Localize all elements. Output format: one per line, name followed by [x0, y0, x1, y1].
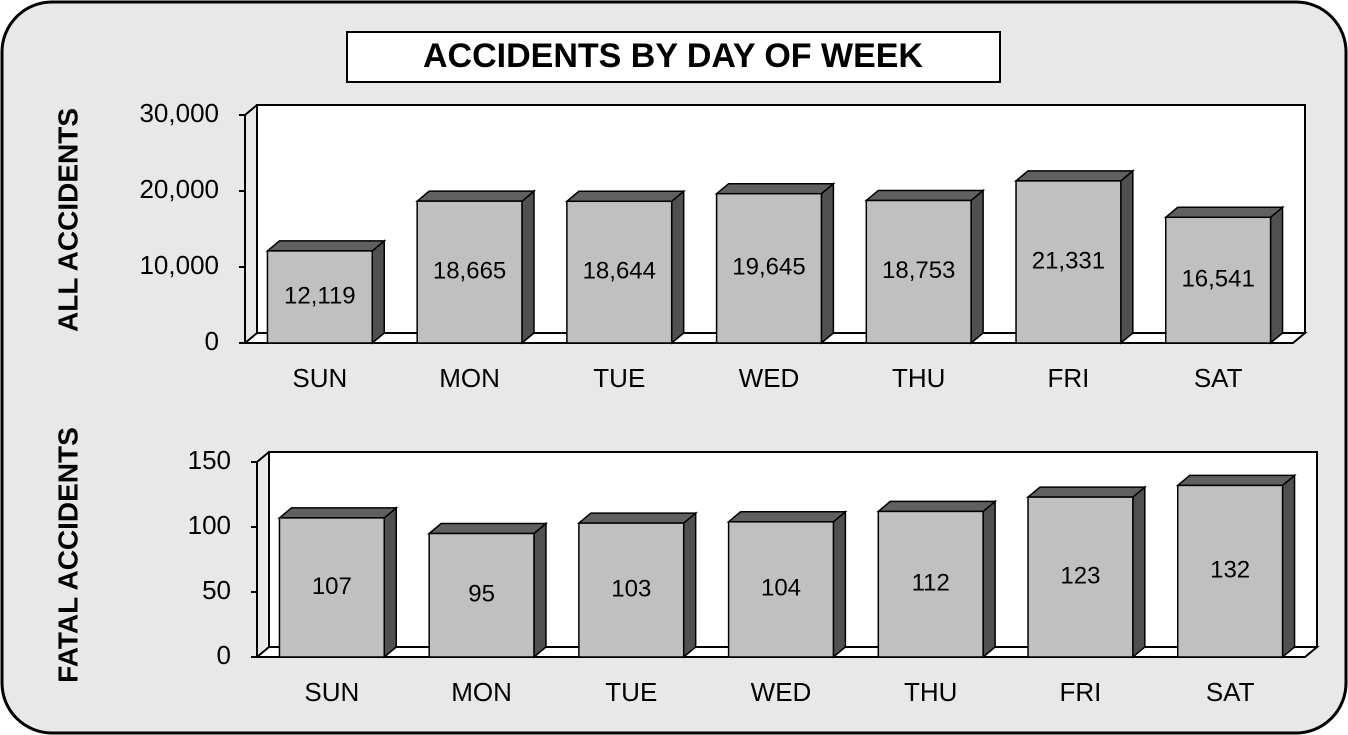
bar-side: [383, 506, 398, 659]
bar: [727, 521, 835, 658]
bar: [715, 192, 823, 344]
bar-top: [714, 182, 836, 195]
y-tick-label: 20,000: [139, 174, 219, 204]
y-tick-label: 50: [202, 575, 231, 605]
chart-title: ACCIDENTS BY DAY OF WEEK: [423, 37, 923, 75]
bar-top: [265, 240, 387, 252]
bar-side: [521, 189, 535, 345]
bar: [416, 200, 523, 344]
y-tick-label: 0: [205, 326, 219, 356]
x-tick-label: SUN: [304, 677, 359, 707]
value-label: 123: [1060, 562, 1100, 589]
y-tick-label: 10,000: [139, 250, 219, 280]
x-tick-label: MON: [451, 677, 512, 707]
bar: [1164, 216, 1272, 344]
value-label: 18,665: [433, 257, 506, 284]
y-tick-label: 150: [188, 445, 231, 475]
bar-top: [427, 522, 549, 535]
x-tick-label: SAT: [1194, 363, 1243, 393]
value-label: 132: [1210, 557, 1250, 584]
value-label: 12,119: [284, 282, 356, 309]
bar-side: [1281, 473, 1296, 659]
value-label: 21,331: [1032, 247, 1105, 274]
value-label: 18,753: [882, 257, 955, 284]
bar-top: [564, 190, 686, 203]
x-tick-label: SAT: [1206, 677, 1255, 707]
bar: [1176, 484, 1284, 658]
y-tick-label: 0: [217, 640, 231, 670]
x-tick-label: SUN: [292, 363, 347, 393]
bar-top: [1025, 486, 1147, 498]
bar-top: [415, 190, 537, 202]
bar-top: [864, 189, 986, 202]
x-tick-label: FRI: [1059, 677, 1101, 707]
value-label: 112: [912, 570, 950, 597]
bar-side: [682, 511, 697, 659]
y-axis-label: FATAL ACCIDENTS: [52, 427, 83, 683]
bar-side: [982, 499, 996, 659]
bar: [278, 517, 386, 658]
value-label: 107: [312, 573, 352, 600]
x-tick-label: FRI: [1047, 363, 1089, 393]
value-label: 104: [761, 575, 801, 602]
y-axis-depth: [244, 104, 258, 116]
bar: [266, 250, 374, 344]
x-tick-label: MON: [439, 363, 500, 393]
y-axis-depth: [256, 451, 270, 463]
bar-side: [1120, 169, 1134, 345]
bar-side: [1269, 205, 1284, 345]
bar-top: [1175, 474, 1297, 487]
bar-top: [277, 507, 399, 519]
x-tick-label: WED: [739, 363, 800, 393]
value-label: 19,645: [732, 254, 805, 281]
value-label: 16,541: [1181, 265, 1254, 292]
bar-top: [876, 500, 998, 513]
bar-top: [576, 512, 698, 524]
bar-top: [1013, 170, 1135, 182]
value-label: 103: [611, 575, 651, 602]
y-tick-label: 30,000: [139, 98, 219, 128]
y-axis-label: ALL ACCIDENTS: [52, 108, 83, 332]
x-tick-label: TUE: [593, 363, 645, 393]
bar-side: [832, 510, 847, 659]
bar-side: [670, 189, 685, 345]
title-box: [346, 31, 1001, 83]
x-tick-label: TUE: [605, 677, 657, 707]
bar-top: [1163, 206, 1285, 219]
bar-side: [371, 239, 386, 345]
bar: [877, 510, 984, 658]
y-tick-label: 100: [188, 510, 231, 540]
bar: [1015, 180, 1122, 344]
bar: [566, 200, 673, 344]
bar: [578, 522, 685, 658]
x-tick-label: THU: [904, 677, 957, 707]
value-label: 95: [468, 581, 495, 608]
x-tick-label: WED: [751, 677, 812, 707]
bar-side: [533, 521, 547, 659]
bar-side: [970, 188, 984, 345]
x-tick-label: THU: [892, 363, 945, 393]
bar-side: [820, 182, 835, 345]
bar-top: [726, 511, 848, 523]
bar-side: [1132, 485, 1146, 659]
bar: [865, 199, 972, 344]
bar: [428, 532, 535, 658]
value-label: 18,644: [583, 257, 656, 284]
bar: [1027, 496, 1134, 658]
